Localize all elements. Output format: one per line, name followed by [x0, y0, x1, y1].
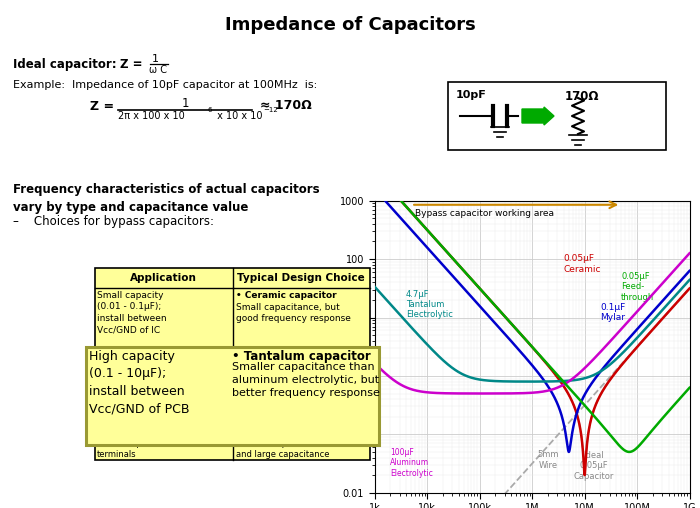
Text: Example:  Impedance of 10pF capacitor at 100MHz  is:: Example: Impedance of 10pF capacitor at …: [13, 80, 317, 90]
Text: 170Ω: 170Ω: [565, 90, 599, 103]
Y-axis label: Z (Ω): Z (Ω): [328, 333, 338, 361]
Text: Z =: Z =: [90, 100, 114, 113]
Text: Smaller capacitance than
aluminum electrolytic, but
better frequency response: Smaller capacitance than aluminum electr…: [232, 362, 380, 398]
Text: 1: 1: [152, 54, 159, 64]
Text: Application: Application: [130, 273, 197, 283]
Text: High capacity
(0.1 - 10μF);
install between
Vcc/GND of PCB: High capacity (0.1 - 10μF); install betw…: [89, 350, 190, 416]
FancyArrow shape: [522, 107, 554, 125]
Text: 10pF: 10pF: [456, 90, 486, 100]
Text: 0.05μF
Feed-
through: 0.05μF Feed- through: [621, 272, 654, 302]
Text: Impedance of Capacitors: Impedance of Capacitors: [225, 16, 475, 34]
Bar: [448, 82, 666, 150]
Text: –    Choices for bypass capacitors:: – Choices for bypass capacitors:: [13, 215, 214, 228]
Text: Small capacity
(0.01 - 0.1μF);
install between
Vcc/GND of IC: Small capacity (0.01 - 0.1μF); install b…: [97, 291, 167, 334]
Text: Frequency characteristics of actual capacitors
vary by type and capacitance valu: Frequency characteristics of actual capa…: [13, 183, 320, 214]
Text: −12: −12: [263, 107, 278, 113]
Text: ω C: ω C: [149, 65, 167, 75]
Text: but less expensive and
and large capacitance: but less expensive and and large capacit…: [235, 439, 332, 459]
Text: 6: 6: [208, 107, 213, 113]
Text: • Tantalum capacitor: • Tantalum capacitor: [232, 350, 371, 363]
Text: 1: 1: [181, 97, 189, 110]
Text: • Ceramic capacitor: • Ceramic capacitor: [235, 291, 336, 300]
Text: 0.1μF
Mylar: 0.1μF Mylar: [601, 303, 626, 322]
Text: Typical Design Choice: Typical Design Choice: [237, 273, 365, 283]
Text: between power-line
terminals: between power-line terminals: [97, 439, 181, 459]
Text: Bypass capacitor working area: Bypass capacitor working area: [415, 209, 554, 218]
Bar: [86, 347, 379, 445]
Text: 2π x 100 x 10: 2π x 100 x 10: [118, 111, 185, 121]
Text: ≈ 170Ω: ≈ 170Ω: [260, 99, 312, 112]
Text: Small capacitance, but
good frequency response: Small capacitance, but good frequency re…: [235, 303, 351, 324]
Text: Ideal capacitor:: Ideal capacitor:: [13, 58, 117, 71]
Text: 5mm
Wire: 5mm Wire: [537, 450, 559, 469]
Text: 4.7μF
Tantalum
Electrolytic: 4.7μF Tantalum Electrolytic: [406, 290, 453, 320]
Text: Z =: Z =: [120, 58, 143, 71]
Text: 100μF
Aluminum
Electrolytic: 100μF Aluminum Electrolytic: [391, 448, 433, 478]
Text: 0.05μF
Ceramic: 0.05μF Ceramic: [564, 255, 601, 274]
Bar: [95, 268, 370, 460]
Text: x 10 x 10: x 10 x 10: [214, 111, 262, 121]
Text: Ideal
0.05μF
Capacitor: Ideal 0.05μF Capacitor: [573, 451, 614, 481]
